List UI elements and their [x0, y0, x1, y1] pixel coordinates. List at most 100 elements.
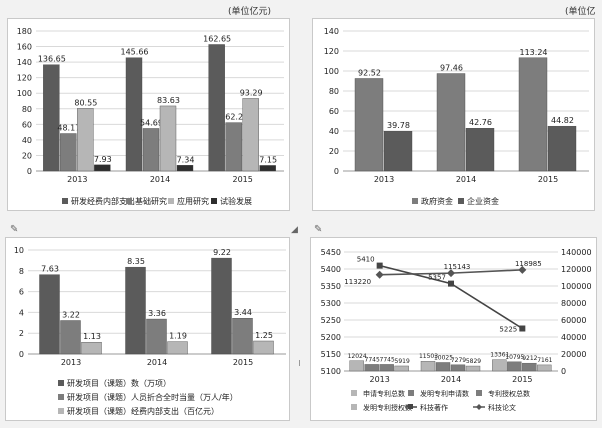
y-tick-label: 140 [17, 58, 32, 67]
chart-panel-funding-source: 0 20 40 60 80 100 120 140 92.52 39.78 2013 97.46 42.… [312, 18, 595, 211]
y-tick-label: 20 [22, 151, 32, 160]
data-label: 5919 [395, 358, 410, 365]
x-tick-label: 2013 [67, 175, 87, 184]
y-tick-label: 10 [14, 246, 24, 255]
unit-label-left: (单位亿元) [228, 7, 272, 17]
bar [242, 98, 259, 172]
legend-swatch [58, 408, 64, 414]
legend-swatch [458, 198, 464, 204]
bar [522, 362, 537, 372]
data-label: 9212 [522, 355, 537, 362]
bar [142, 128, 160, 172]
legend-swatch [62, 198, 68, 204]
bar [211, 257, 232, 355]
page-corner-icon[interactable]: ◢ [291, 225, 298, 235]
bar [125, 266, 146, 355]
bar [383, 131, 413, 172]
legend-swatch [412, 198, 418, 204]
bar [518, 57, 548, 172]
bar [43, 64, 60, 172]
y-tick-label: 5350 [321, 282, 341, 291]
bar [176, 165, 194, 172]
legend-label: 基础研究 [135, 196, 167, 206]
legend-label: 企业资金 [467, 196, 499, 206]
y-tick-label: 5200 [321, 333, 341, 342]
y-tick-label: 40 [329, 127, 339, 136]
data-label: 145.66 [121, 48, 149, 57]
data-label: 10025 [434, 354, 453, 361]
data-label: 162.65 [203, 34, 231, 43]
pen-icon[interactable]: ✎ [10, 224, 19, 235]
x-tick-label: 2014 [456, 175, 476, 184]
bar [77, 108, 94, 172]
x-tick-label: 2015 [233, 358, 253, 367]
y-tick-label: 2 [19, 329, 24, 338]
bar [354, 78, 384, 172]
y-tick-label: 0 [27, 167, 32, 176]
y-tick-label: 180 [17, 27, 32, 36]
data-label: 5357 [428, 274, 446, 282]
bar [436, 73, 466, 172]
data-label: 1.25 [255, 331, 273, 340]
y2-tick-label: 100000 [561, 282, 592, 291]
data-label: 7279 [451, 357, 466, 364]
line-marker [518, 265, 527, 274]
rd-expenditure-chart: 0 20 40 60 80 100 120 140 160 180 136.65 48.17 80.55… [17, 27, 284, 206]
bar [39, 274, 60, 355]
line-marker [376, 262, 383, 269]
legend-swatch [168, 198, 174, 204]
legend-label: 试验发展 [220, 196, 252, 206]
y-tick-label: 60 [329, 107, 339, 116]
y-tick-label: 40 [22, 136, 32, 145]
bar [492, 359, 507, 372]
data-label: 113220 [344, 278, 371, 286]
bar [420, 361, 436, 372]
data-label: 5410 [357, 256, 375, 264]
bar [225, 122, 242, 172]
pen-icon[interactable]: ✎ [314, 224, 323, 235]
x-tick-label: 2014 [147, 358, 167, 367]
legend-swatch [211, 198, 217, 204]
bar [146, 318, 167, 355]
data-label: 54.69 [140, 118, 163, 127]
bar [232, 318, 253, 355]
data-label: 7745 [365, 356, 380, 363]
y-tick-label: 0 [19, 350, 24, 359]
x-tick-label: 2015 [512, 375, 532, 384]
y-tick-label: 120 [324, 47, 339, 56]
x-tick-label: 2015 [232, 175, 252, 184]
y-tick-label: 5150 [321, 350, 341, 359]
data-label: 1.13 [83, 332, 101, 341]
legend-label: 研发项目（课题）经费内部支出（百亿元） [67, 406, 219, 416]
x-tick-label: 2014 [150, 175, 170, 184]
bar [349, 360, 364, 372]
x-tick-label: 2014 [441, 375, 461, 384]
data-label: 12024 [348, 353, 367, 360]
bar [507, 361, 522, 372]
data-label: 3.44 [234, 308, 252, 317]
bar [394, 365, 409, 372]
data-label: 1.19 [169, 332, 187, 341]
data-label: 93.29 [240, 88, 263, 97]
funding-source-chart: 0 20 40 60 80 100 120 140 92.52 39.78 2013 97.46 42.… [324, 27, 589, 206]
y-tick-label: 60 [22, 120, 32, 129]
data-label: 115143 [444, 263, 471, 271]
y2-tick-label: 20000 [561, 350, 586, 359]
bar [259, 165, 276, 172]
y-tick-label: 120 [17, 74, 32, 83]
data-label: 62.2 [225, 113, 243, 122]
legend-marker [476, 404, 482, 410]
legend-label: 研发项目（课题）人员折合全时当量（万人/年） [67, 392, 238, 402]
bar [465, 365, 481, 372]
y-tick-label: 100 [17, 89, 32, 98]
legend-marker [408, 404, 413, 409]
y-tick-label: 80 [22, 105, 32, 114]
bar [364, 364, 379, 372]
legend-label: 申请专利总数 [363, 389, 405, 398]
data-label: 7.15 [259, 155, 277, 164]
legend-label: 研发经费内部支出 [71, 196, 135, 206]
y2-tick-label: 120000 [561, 265, 592, 274]
divider-mark [299, 360, 300, 366]
y-tick-label: 5300 [321, 299, 341, 308]
legend-label: 政府资金 [421, 196, 453, 206]
